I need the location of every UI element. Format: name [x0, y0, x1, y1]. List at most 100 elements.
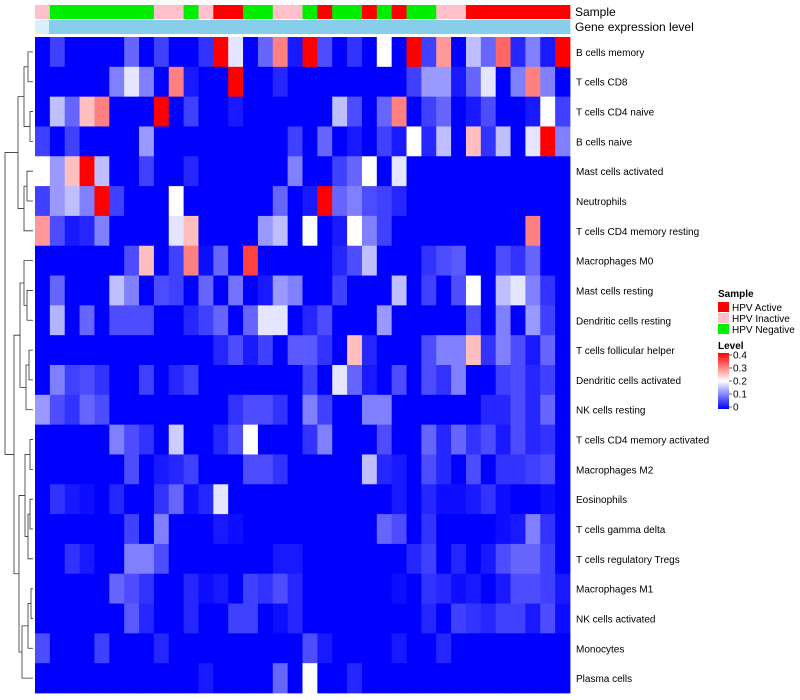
- sample-annotation-cell: [64, 5, 80, 19]
- heatmap-cell: [272, 96, 289, 127]
- heatmap-cell: [302, 454, 318, 485]
- heatmap-cell: [139, 514, 155, 545]
- heatmap-cell: [421, 156, 437, 187]
- heatmap-cell: [228, 66, 244, 98]
- dendrogram-branch: [23, 185, 33, 232]
- heatmap-cell: [555, 365, 571, 396]
- heatmap-cell: [361, 633, 378, 664]
- heatmap-cell: [421, 305, 437, 336]
- heatmap-cell: [465, 424, 482, 455]
- heatmap-cell: [243, 514, 259, 545]
- heatmap-cell: [421, 245, 437, 276]
- heatmap-cell: [153, 573, 170, 604]
- heatmap-cell: [287, 603, 303, 634]
- heatmap-cell: [391, 186, 407, 217]
- heatmap-cell: [35, 663, 51, 694]
- heatmap-cell: [228, 424, 244, 455]
- heatmap-cell: [421, 633, 437, 664]
- heatmap-cell: [94, 96, 110, 127]
- heatmap-cell: [79, 514, 95, 545]
- heatmap-cell: [287, 66, 303, 98]
- gene-expression-cell: [421, 20, 437, 34]
- heatmap-cell: [49, 514, 66, 545]
- heatmap-cell: [94, 156, 110, 187]
- heatmap-cell: [347, 156, 363, 187]
- heatmap-cell: [391, 365, 407, 396]
- heatmap-cell: [302, 156, 318, 187]
- heatmap-cell: [451, 543, 467, 575]
- heatmap-cell: [139, 335, 155, 366]
- heatmap-cell: [139, 245, 155, 276]
- heatmap-cell: [451, 186, 467, 217]
- heatmap-cell: [495, 96, 511, 127]
- heatmap-cell: [391, 156, 407, 187]
- heatmap-cell: [153, 663, 170, 694]
- heatmap-cell: [198, 543, 214, 575]
- heatmap-cell: [287, 156, 303, 187]
- heatmap-cell: [391, 633, 407, 664]
- heatmap-cell: [272, 484, 289, 515]
- heatmap-cell: [94, 186, 110, 217]
- heatmap-cell: [64, 186, 80, 217]
- dendrogram-branch: [29, 498, 33, 530]
- heatmap-cell: [361, 573, 378, 604]
- heatmap-cell: [391, 514, 407, 545]
- heatmap-cell: [94, 66, 110, 98]
- heatmap-cell: [302, 215, 318, 247]
- heatmap-cell: [510, 484, 526, 515]
- heatmap-cell: [361, 603, 378, 634]
- heatmap-cell: [406, 663, 422, 694]
- row-label: Macrophages M1: [576, 585, 654, 596]
- heatmap-cell: [510, 424, 526, 455]
- heatmap-cell: [540, 633, 556, 664]
- heatmap-cell: [257, 275, 274, 306]
- heatmap-cell: [465, 603, 482, 634]
- heatmap-cell: [213, 454, 229, 485]
- heatmap-cell: [317, 514, 333, 545]
- level-color-bar: [718, 353, 729, 409]
- heatmap-cell: [406, 484, 422, 515]
- heatmap-cell: [555, 603, 571, 634]
- heatmap-cell: [64, 275, 80, 306]
- heatmap-cell: [168, 514, 185, 545]
- dendrogram-branch: [24, 454, 30, 537]
- legend-swatch: [718, 313, 729, 323]
- heatmap-cell: [272, 305, 289, 336]
- dendrogram-branch: [30, 588, 33, 619]
- heatmap-cell: [317, 245, 333, 276]
- heatmap-cell: [421, 365, 437, 396]
- sample-annotation-cell: [228, 5, 244, 19]
- heatmap-cell: [183, 663, 199, 694]
- gene-expression-cell: [465, 20, 482, 34]
- row-label: Dendritic cells resting: [576, 316, 671, 327]
- heatmap-cell: [302, 186, 318, 217]
- heatmap-cell: [124, 603, 140, 634]
- heatmap-cell: [480, 454, 497, 485]
- heatmap-cell: [510, 573, 526, 604]
- heatmap-cell: [465, 365, 482, 396]
- heatmap-cell: [168, 215, 185, 247]
- heatmap-cell: [376, 245, 393, 276]
- heatmap-cell: [198, 126, 214, 157]
- sample-annotation-cell: [332, 5, 348, 19]
- level-tick-label: 0.2: [733, 377, 747, 388]
- heatmap-cell: [153, 66, 170, 98]
- heatmap-cell: [451, 603, 467, 634]
- heatmap-cell: [525, 663, 541, 694]
- level-tick-label: 0.4: [733, 351, 747, 362]
- heatmap-cell: [109, 394, 125, 426]
- heatmap-cell: [317, 543, 333, 575]
- sample-annotation-cell: [317, 5, 333, 19]
- heatmap-cell: [124, 215, 140, 247]
- heatmap-cell: [465, 215, 482, 247]
- heatmap-cell: [183, 215, 199, 247]
- heatmap-cell: [376, 96, 393, 127]
- heatmap-cell: [361, 424, 378, 455]
- heatmap-cell: [406, 633, 422, 664]
- heatmap-cell: [347, 603, 363, 634]
- heatmap-cell: [153, 633, 170, 664]
- heatmap-cell: [79, 245, 95, 276]
- heatmap-cell: [555, 156, 571, 187]
- heatmap-cell: [302, 603, 318, 634]
- heatmap-cell: [109, 275, 125, 306]
